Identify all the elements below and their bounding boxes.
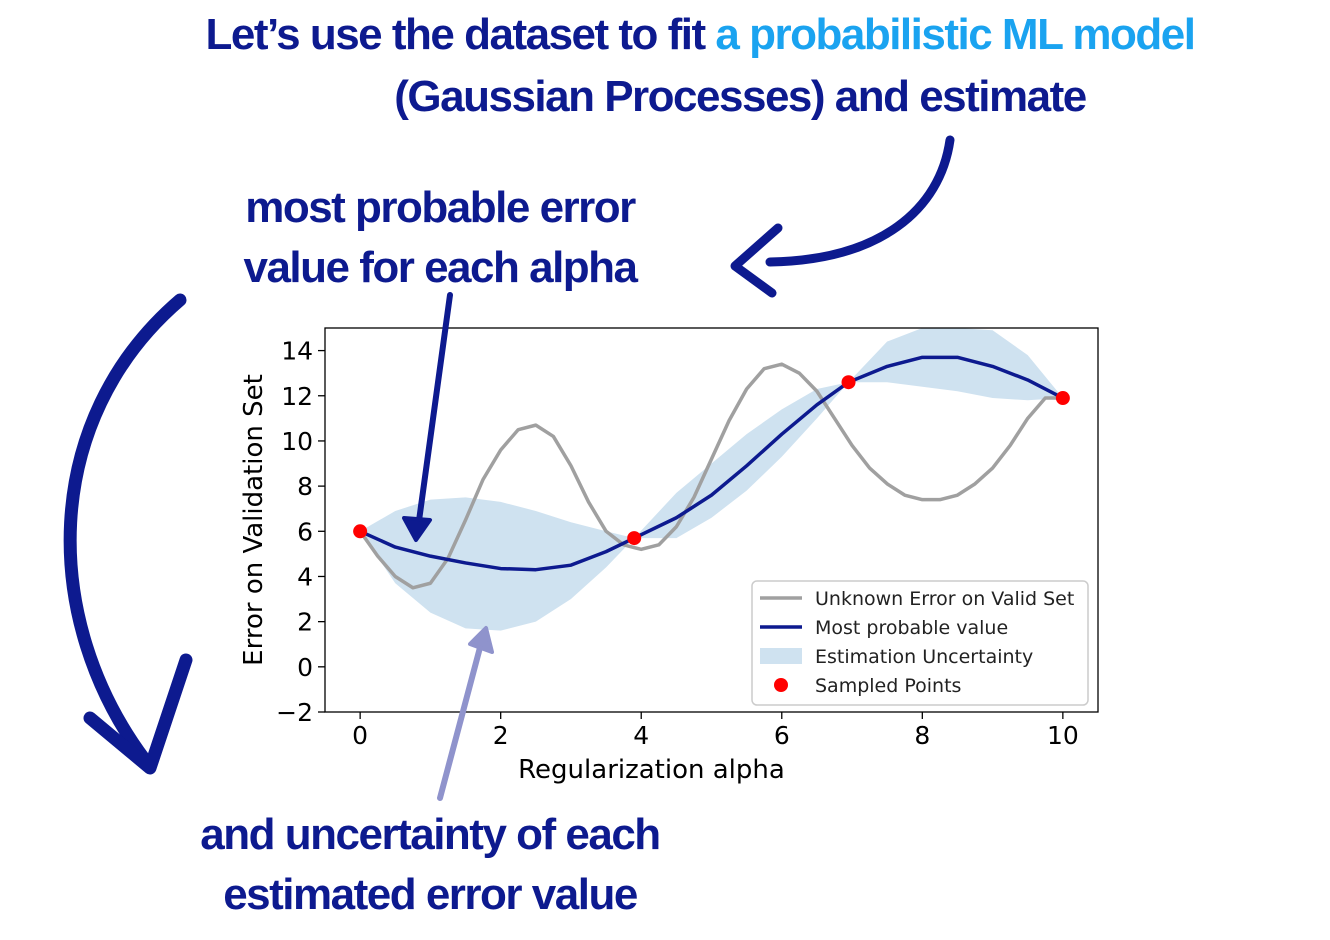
pointer-arrow-mean-head-icon <box>402 516 432 542</box>
curved-arrow-top-right-icon <box>765 135 955 267</box>
title-prefix: Let’s use the dataset to fit <box>205 10 716 59</box>
annotation-uncertainty: and uncertainty of each estimated error … <box>130 805 730 925</box>
annotation-most-probable: most probable error value for each alpha <box>160 178 720 298</box>
curved-arrow-left-icon <box>63 293 187 767</box>
series-unknown-error-line <box>358 362 1063 590</box>
legend-label: Sampled Points <box>815 675 961 697</box>
sampled-point-0 <box>353 524 368 539</box>
pointer-arrow-band-icon <box>437 637 485 801</box>
y-tick-label: 0 <box>297 653 313 682</box>
annotation-top-line1: most probable error <box>245 183 636 232</box>
curved-arrow-left-head-icon <box>83 653 193 775</box>
legend-swatch-patch <box>760 648 802 664</box>
legend-label: Estimation Uncertainty <box>815 646 1033 668</box>
x-tick-label: 10 <box>1047 721 1079 750</box>
y-tick-label: 6 <box>297 517 313 546</box>
x-tick-label: 4 <box>633 721 649 750</box>
y-axis-label: Error on Validation Set <box>239 374 269 666</box>
y-tick-label: 2 <box>297 608 313 637</box>
annotation-bottom-line1: and uncertainty of each <box>200 810 661 859</box>
legend: Unknown Error on Valid Set Most probable … <box>751 580 1089 706</box>
annotation-bottom-line2: estimated error value <box>223 870 638 919</box>
legend-swatch-dot <box>774 678 788 692</box>
y-tick-label: 12 <box>281 382 313 411</box>
x-tick-label: 8 <box>914 721 930 750</box>
pointer-arrow-band-head-icon <box>468 626 494 654</box>
series-most-probable-line <box>359 355 1064 572</box>
page-title-line2: (Gaussian Processes) and estimate <box>394 72 1087 121</box>
y-tick-label: 10 <box>281 427 313 456</box>
sampled-point-1 <box>627 531 642 546</box>
page-title-line1: Let’s use the dataset to fit a probabili… <box>0 6 1330 64</box>
y-tick-label: −2 <box>276 698 313 727</box>
x-tick-label: 6 <box>774 721 790 750</box>
x-axis-label: Regularization alpha <box>518 755 785 785</box>
legend-label: Most probable value <box>815 617 1008 639</box>
x-tick-label: 2 <box>493 721 509 750</box>
legend-label: Unknown Error on Valid Set <box>815 588 1074 610</box>
uncertainty-band <box>360 328 1063 631</box>
sampled-point-2 <box>841 375 856 390</box>
legend-box <box>751 580 1089 706</box>
y-tick-label: 14 <box>281 337 313 366</box>
annotation-top-line2: value for each alpha <box>243 243 638 292</box>
plot-frame <box>324 327 1099 713</box>
title-highlight: a probabilistic ML model <box>715 10 1196 59</box>
sampled-point-3 <box>1055 391 1070 406</box>
pointer-arrow-mean-icon <box>415 292 453 531</box>
plot-area <box>358 328 1064 631</box>
y-tick-label: 4 <box>297 562 313 591</box>
x-tick-label: 0 <box>352 721 368 750</box>
y-tick-label: 8 <box>297 472 313 501</box>
curved-arrow-top-right-head-icon <box>730 223 783 298</box>
